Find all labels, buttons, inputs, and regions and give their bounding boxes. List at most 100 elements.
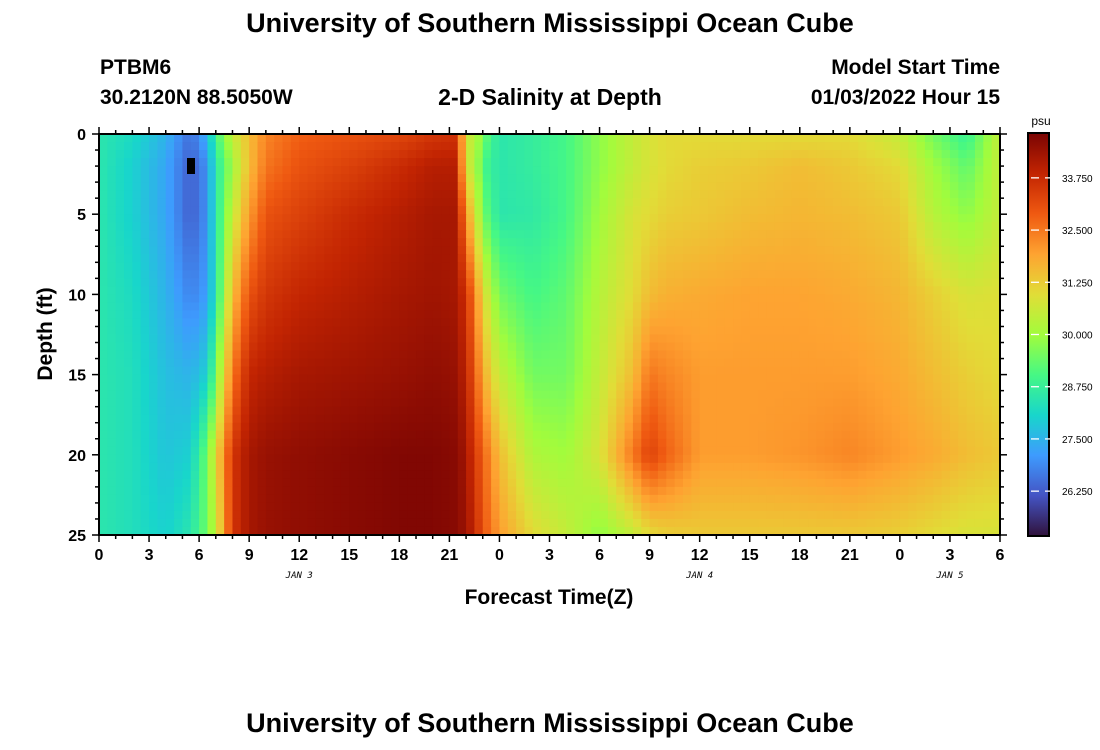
heatmap-cell xyxy=(324,374,334,384)
heatmap-cell xyxy=(165,270,175,279)
heatmap-cell xyxy=(682,166,692,175)
heatmap-cell xyxy=(107,142,117,151)
heatmap-cell xyxy=(991,166,1001,175)
heatmap-cell xyxy=(324,350,334,360)
heatmap-cell xyxy=(107,254,117,263)
heatmap-cell xyxy=(140,374,150,384)
heatmap-cell xyxy=(265,286,275,295)
heatmap-cell xyxy=(174,206,184,215)
heatmap-cell xyxy=(240,238,250,247)
heatmap-cell xyxy=(924,206,934,215)
heatmap-cell xyxy=(908,158,918,167)
heatmap-cell xyxy=(416,326,425,336)
heatmap-cell xyxy=(741,238,751,247)
heatmap-cell xyxy=(632,310,642,320)
heatmap-cell xyxy=(399,222,409,231)
heatmap-cell xyxy=(474,334,484,344)
heatmap-cell xyxy=(282,494,292,504)
heatmap-cell xyxy=(816,398,826,408)
heatmap-cell xyxy=(632,446,642,456)
heatmap-cell xyxy=(833,270,843,279)
heatmap-cell xyxy=(466,326,476,336)
heatmap-cell xyxy=(591,294,601,304)
heatmap-cell xyxy=(249,278,259,287)
heatmap-cell xyxy=(499,238,509,247)
heatmap-cell xyxy=(99,478,108,488)
heatmap-cell xyxy=(516,214,526,223)
heatmap-cell xyxy=(474,166,484,175)
heatmap-cell xyxy=(566,262,576,271)
heatmap-cell xyxy=(549,446,559,456)
heatmap-cell xyxy=(432,366,442,376)
heatmap-cell xyxy=(924,454,934,464)
heatmap-cell xyxy=(883,422,893,432)
heatmap-cell xyxy=(682,198,692,207)
heatmap-cell xyxy=(332,470,342,480)
heatmap-cell xyxy=(749,302,759,312)
heatmap-cell xyxy=(824,470,834,480)
heatmap-cell xyxy=(324,262,334,271)
heatmap-cell xyxy=(991,334,1001,344)
heatmap-cell xyxy=(249,390,259,400)
heatmap-cell xyxy=(566,446,576,456)
heatmap-cell xyxy=(582,358,592,368)
heatmap-cell xyxy=(299,310,309,320)
heatmap-cell xyxy=(741,286,751,295)
heatmap-cell xyxy=(874,238,884,247)
heatmap-cell xyxy=(607,318,617,328)
heatmap-cell xyxy=(607,294,617,304)
heatmap-cell xyxy=(691,262,701,271)
heatmap-cell xyxy=(349,454,359,464)
heatmap-cell xyxy=(265,430,275,440)
heatmap-cell xyxy=(499,302,509,312)
heatmap-cell xyxy=(874,422,884,432)
heatmap-cell xyxy=(733,246,742,255)
heatmap-cell xyxy=(616,454,626,464)
heatmap-cell xyxy=(741,406,751,416)
heatmap-cell xyxy=(407,486,417,496)
chart-subtitle: 2-D Salinity at Depth xyxy=(438,84,662,110)
heatmap-cell xyxy=(140,326,150,336)
heatmap-cell xyxy=(390,262,400,271)
heatmap-cell xyxy=(199,454,209,464)
heatmap-cell xyxy=(699,350,709,360)
heatmap-cell xyxy=(833,286,843,295)
heatmap-cell xyxy=(599,214,609,223)
heatmap-cell xyxy=(257,150,267,159)
heatmap-cell xyxy=(215,438,225,448)
heatmap-cell xyxy=(174,198,184,207)
heatmap-cell xyxy=(115,414,125,424)
heatmap-cell xyxy=(215,254,225,263)
heatmap-cell xyxy=(274,326,284,336)
heatmap-cell xyxy=(849,190,859,199)
heatmap-cell xyxy=(416,214,425,223)
heatmap-cell xyxy=(816,310,826,320)
heatmap-cell xyxy=(591,414,601,424)
heatmap-cell xyxy=(382,358,392,368)
heatmap-cell xyxy=(758,150,767,159)
heatmap-cell xyxy=(974,430,984,440)
heatmap-cell xyxy=(566,246,576,255)
heatmap-cell xyxy=(841,390,851,400)
heatmap-cell xyxy=(165,286,175,295)
heatmap-cell xyxy=(691,182,701,191)
heatmap-cell xyxy=(549,366,559,376)
heatmap-cell xyxy=(924,278,934,287)
heatmap-cell xyxy=(674,310,684,320)
heatmap-cell xyxy=(916,302,926,312)
heatmap-cell xyxy=(399,166,409,175)
heatmap-cell xyxy=(924,382,934,392)
heatmap-cell xyxy=(282,430,292,440)
heatmap-cell xyxy=(399,286,409,295)
heatmap-cell xyxy=(674,382,684,392)
heatmap-cell xyxy=(874,398,884,408)
heatmap-cell xyxy=(808,414,818,424)
heatmap-cell xyxy=(816,222,826,231)
heatmap-cell xyxy=(340,318,350,328)
heatmap-cell xyxy=(424,430,434,440)
heatmap-cell xyxy=(432,350,442,360)
heatmap-cell xyxy=(716,454,726,464)
heatmap-cell xyxy=(549,382,559,392)
heatmap-cell xyxy=(541,262,551,271)
heatmap-cell xyxy=(165,446,175,456)
